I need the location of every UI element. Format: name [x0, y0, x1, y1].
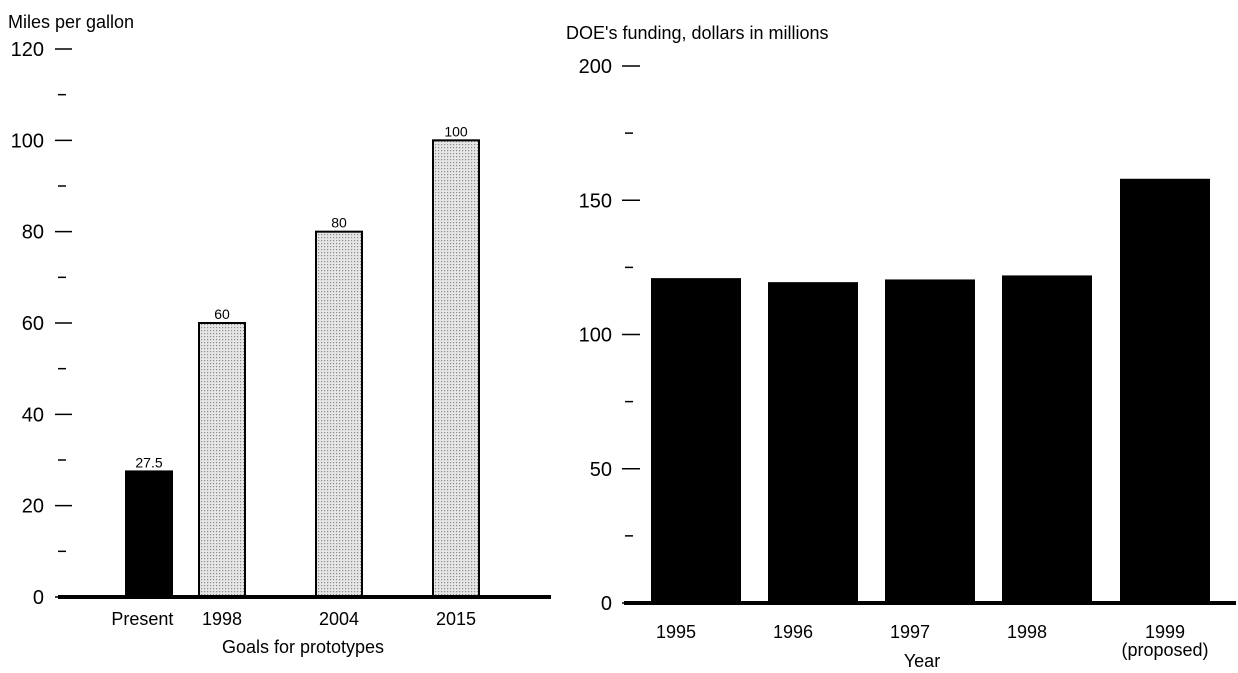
funding-y-tick-label: 200 — [579, 56, 612, 78]
funding-bar-1997 — [885, 279, 975, 603]
mpg-category-label: 2004 — [319, 609, 359, 629]
mpg-chart-title: Miles per gallon — [8, 12, 134, 32]
funding-bar-1998 — [1002, 275, 1092, 603]
funding-chart-title: DOE's funding, dollars in millions — [566, 23, 829, 43]
mpg-bar-2004 — [315, 230, 363, 599]
funding-category-label: 1995 — [656, 622, 696, 642]
funding-bars — [624, 178, 1236, 605]
mpg-bars: 27.5 60 80 100 — [58, 123, 551, 599]
funding-category-sublabel: (proposed) — [1121, 640, 1208, 660]
mpg-y-tick-label: 120 — [11, 39, 44, 61]
mpg-category-label: Present — [111, 609, 173, 629]
mpg-chart: Miles per gallon 0 20 40 60 80 100 120 27.5 60 8… — [8, 12, 551, 657]
funding-bar-1996 — [768, 282, 858, 603]
funding-y-tick-label: 50 — [590, 459, 612, 481]
funding-bar-1995 — [651, 278, 741, 603]
mpg-x-axis-label: Goals for prototypes — [222, 637, 384, 657]
funding-category-label: 1999 — [1145, 622, 1185, 642]
mpg-y-axis: 0 20 40 60 80 100 120 — [11, 39, 72, 609]
mpg-y-tick-label: 0 — [33, 587, 44, 609]
mpg-data-label: 80 — [331, 215, 347, 231]
funding-y-axis: 0 50 100 150 200 — [579, 56, 640, 615]
funding-category-label: 1996 — [773, 622, 813, 642]
mpg-y-tick-label: 100 — [11, 130, 44, 152]
mpg-y-tick-label: 40 — [22, 404, 44, 426]
funding-x-axis: 1995 1996 1997 1998 1999(proposed) — [656, 622, 1209, 660]
mpg-y-tick-label: 60 — [22, 313, 44, 335]
funding-x-axis-label: Year — [904, 651, 940, 671]
mpg-data-label: 27.5 — [135, 454, 162, 470]
funding-chart: DOE's funding, dollars in millions 0 50 10… — [566, 23, 1236, 671]
mpg-category-label: 1998 — [202, 609, 242, 629]
mpg-bar-present — [125, 470, 173, 598]
funding-bar-1999 — [1120, 178, 1210, 603]
mpg-y-tick-label: 20 — [22, 496, 44, 518]
funding-category-label: 1997 — [890, 622, 930, 642]
funding-y-tick-label: 100 — [579, 325, 612, 347]
funding-y-tick-label: 150 — [579, 190, 612, 212]
mpg-category-label: 2015 — [436, 609, 476, 629]
mpg-bar-1998 — [198, 322, 246, 598]
funding-y-tick-label: 0 — [601, 593, 612, 615]
mpg-data-label: 100 — [444, 123, 468, 139]
mpg-bar-2015 — [432, 139, 480, 598]
funding-category-label: 1998 — [1007, 622, 1047, 642]
mpg-x-axis: Present 1998 2004 2015 — [111, 609, 476, 629]
mpg-y-tick-label: 80 — [22, 222, 44, 244]
mpg-data-label: 60 — [214, 306, 230, 322]
